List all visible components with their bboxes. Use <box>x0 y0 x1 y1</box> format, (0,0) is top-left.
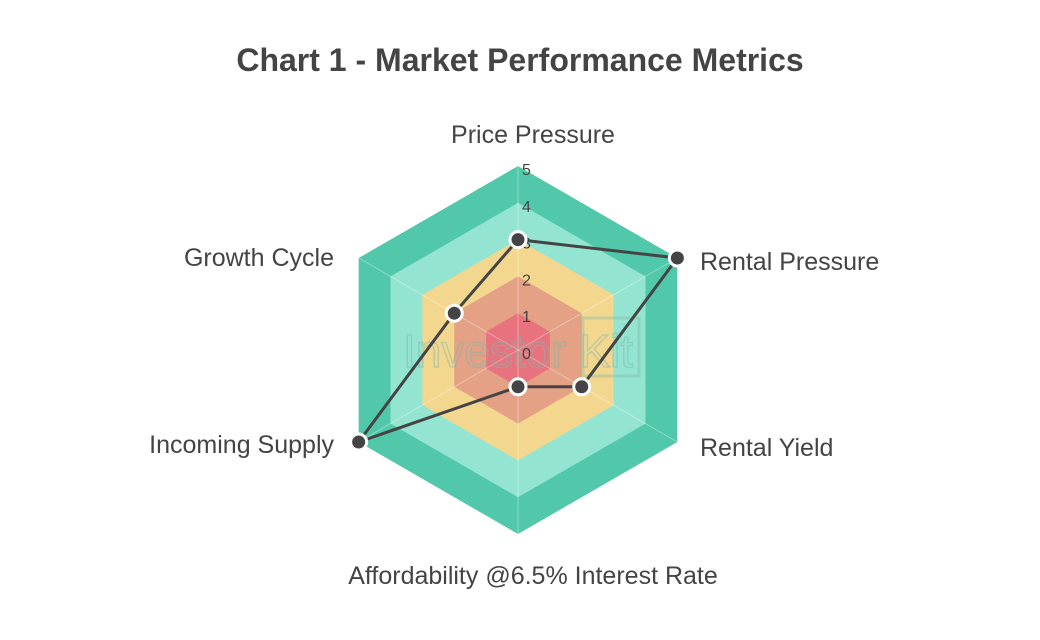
tick-label: 2 <box>522 272 531 289</box>
tick-label: 4 <box>522 199 531 216</box>
chart-title: Chart 1 - Market Performance Metrics <box>236 42 804 78</box>
grid-spoke <box>517 257 678 351</box>
tick-label: 3 <box>522 236 531 253</box>
tick-label: 0 <box>522 346 531 363</box>
watermark: Investor Kit <box>403 325 633 377</box>
data-point <box>667 248 687 268</box>
watermark-box <box>581 316 641 378</box>
grid-spoke <box>517 349 678 443</box>
data-point <box>508 377 528 397</box>
data-point <box>508 230 528 250</box>
band-0-1 <box>486 313 550 387</box>
grid-spoke <box>358 257 519 351</box>
axis-label: Incoming Supply <box>149 431 334 459</box>
grid-spoke <box>358 349 519 443</box>
data-point <box>349 432 369 452</box>
data-point <box>444 303 464 323</box>
axis-label: Growth Cycle <box>184 244 334 272</box>
data-point <box>572 377 592 397</box>
axis-label: Price Pressure <box>451 121 615 149</box>
axis-label: Rental Pressure <box>700 248 879 276</box>
tick-label: 1 <box>522 309 531 326</box>
tick-label: 5 <box>522 162 531 179</box>
axis-label: Affordability @6.5% Interest Rate <box>348 562 718 590</box>
axis-label: Rental Yield <box>700 434 833 462</box>
